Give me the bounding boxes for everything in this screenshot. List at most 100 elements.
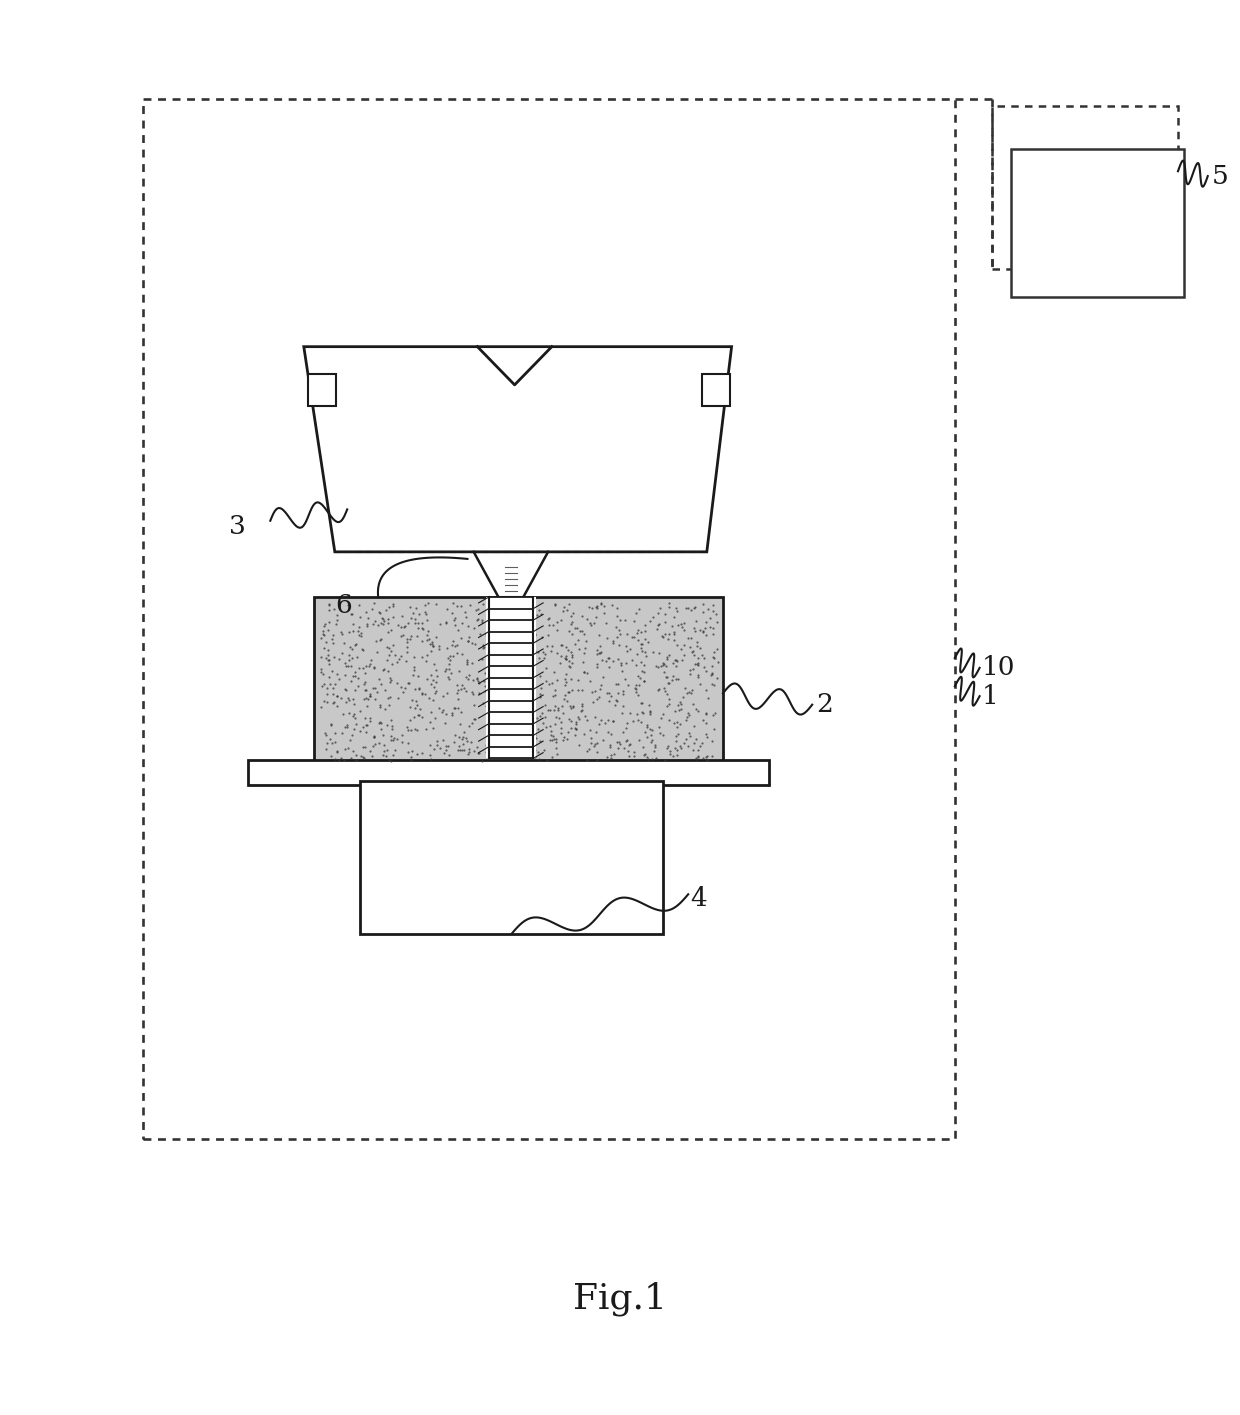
Point (343, 719, 363, 741)
Point (687, 698, 707, 720)
Point (373, 658, 393, 681)
Point (361, 685, 381, 708)
Point (618, 640, 637, 662)
Point (311, 645, 331, 668)
Point (554, 688, 574, 710)
Point (334, 703, 353, 726)
Point (672, 616, 692, 638)
Point (697, 746, 717, 768)
Point (574, 661, 594, 683)
Point (443, 702, 463, 724)
Point (360, 652, 379, 675)
Point (324, 692, 343, 715)
Point (435, 611, 455, 634)
Point (350, 699, 370, 722)
Point (348, 666, 368, 689)
Point (346, 743, 366, 766)
Point (542, 746, 562, 768)
Point (361, 685, 381, 708)
Point (316, 631, 336, 654)
Point (324, 691, 343, 713)
Point (327, 685, 347, 708)
Point (481, 604, 501, 627)
Point (336, 691, 356, 713)
Point (640, 700, 660, 723)
Text: 5: 5 (1211, 164, 1229, 188)
Point (541, 720, 560, 743)
Point (337, 716, 357, 739)
Point (552, 717, 572, 740)
Point (413, 617, 433, 640)
Point (506, 627, 526, 649)
Point (350, 624, 370, 647)
Point (498, 699, 518, 722)
Point (404, 645, 424, 668)
Point (523, 682, 543, 705)
Point (547, 611, 567, 634)
Point (696, 723, 715, 746)
Point (427, 625, 446, 648)
Point (549, 651, 569, 674)
Point (671, 698, 691, 720)
Point (667, 710, 687, 733)
Point (668, 668, 688, 691)
Point (350, 616, 370, 638)
Point (537, 716, 557, 739)
Point (558, 689, 578, 712)
Point (340, 644, 360, 666)
Point (425, 706, 445, 729)
Point (353, 657, 373, 679)
Point (639, 631, 658, 654)
Point (525, 706, 544, 729)
Point (451, 627, 471, 649)
Point (371, 672, 391, 695)
Point (340, 729, 360, 751)
Point (630, 597, 650, 620)
Point (525, 624, 544, 647)
Point (430, 613, 450, 635)
Point (610, 608, 630, 631)
Point (429, 635, 449, 658)
Point (441, 661, 461, 683)
Point (542, 671, 562, 693)
Point (693, 620, 713, 642)
Point (355, 688, 374, 710)
Point (696, 611, 715, 634)
Point (371, 611, 391, 634)
Point (591, 709, 611, 732)
Point (403, 664, 423, 686)
Point (459, 630, 479, 652)
Point (436, 658, 456, 681)
Point (544, 699, 564, 722)
Point (401, 607, 420, 630)
Point (506, 719, 526, 741)
Point (703, 600, 723, 623)
Point (660, 743, 680, 766)
Point (445, 698, 465, 720)
Point (588, 652, 608, 675)
Point (660, 671, 680, 693)
Point (692, 732, 712, 754)
Point (501, 700, 521, 723)
Point (398, 719, 418, 741)
Point (398, 741, 418, 764)
Point (645, 734, 665, 757)
Point (627, 623, 647, 645)
Point (616, 623, 636, 645)
Point (454, 726, 474, 749)
Point (373, 724, 393, 747)
Point (624, 610, 644, 633)
Point (640, 610, 660, 633)
Point (589, 624, 609, 647)
Point (667, 716, 687, 739)
Point (358, 606, 378, 628)
Point (698, 597, 718, 620)
Point (587, 741, 606, 764)
Point (538, 699, 558, 722)
Point (507, 613, 527, 635)
Point (403, 601, 423, 624)
Point (582, 613, 601, 635)
Point (598, 746, 618, 768)
Point (387, 651, 407, 674)
Point (420, 744, 440, 767)
